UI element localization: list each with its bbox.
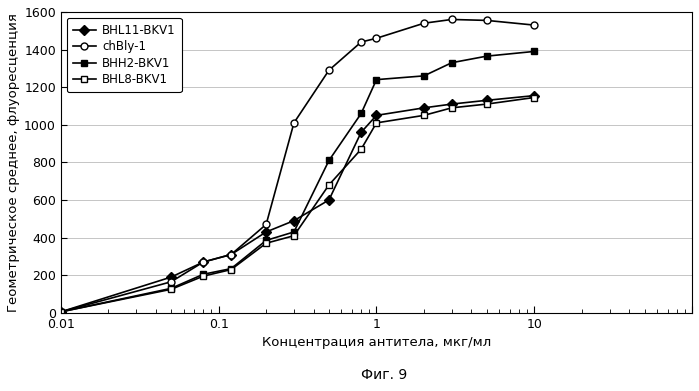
BHL11-BKV1 <box>530 93 538 98</box>
BHL8-BKV1 <box>167 287 175 292</box>
BHL8-BKV1 <box>373 120 381 125</box>
BHL11-BKV1 <box>227 252 236 257</box>
BHH2-BKV1 <box>530 49 538 54</box>
BHH2-BKV1 <box>262 238 271 243</box>
BHL8-BKV1 <box>227 267 236 272</box>
chBly-1 <box>167 280 175 284</box>
X-axis label: Концентрация антитела, мкг/мл: Концентрация антитела, мкг/мл <box>262 336 491 349</box>
BHL8-BKV1 <box>325 183 333 187</box>
BHL11-BKV1 <box>167 275 175 280</box>
chBly-1 <box>290 120 298 125</box>
BHH2-BKV1 <box>325 158 333 163</box>
BHH2-BKV1 <box>482 54 491 59</box>
BHL8-BKV1 <box>482 102 491 106</box>
BHL8-BKV1 <box>262 241 271 246</box>
Y-axis label: Геометрическое среднее, флуоресценция: Геометрическое среднее, флуоресценция <box>7 13 20 312</box>
chBly-1 <box>373 36 381 41</box>
BHH2-BKV1 <box>357 111 366 116</box>
chBly-1 <box>530 23 538 27</box>
BHL8-BKV1 <box>290 233 298 238</box>
BHH2-BKV1 <box>199 272 208 276</box>
BHH2-BKV1 <box>57 310 65 314</box>
BHL11-BKV1 <box>373 113 381 118</box>
chBly-1 <box>357 39 366 44</box>
BHL8-BKV1 <box>57 310 65 314</box>
chBly-1 <box>325 68 333 73</box>
Legend: BHL11-BKV1, chBly-1, BHH2-BKV1, BHL8-BKV1: BHL11-BKV1, chBly-1, BHH2-BKV1, BHL8-BKV… <box>66 18 182 92</box>
BHL8-BKV1 <box>420 113 428 118</box>
BHL11-BKV1 <box>325 197 333 202</box>
BHL11-BKV1 <box>420 106 428 110</box>
BHH2-BKV1 <box>290 230 298 234</box>
chBly-1 <box>420 21 428 25</box>
Line: BHL11-BKV1: BHL11-BKV1 <box>57 92 538 315</box>
chBly-1 <box>57 310 65 314</box>
BHL8-BKV1 <box>530 95 538 100</box>
chBly-1 <box>227 252 236 257</box>
BHL11-BKV1 <box>199 260 208 264</box>
chBly-1 <box>447 17 456 22</box>
Line: chBly-1: chBly-1 <box>57 16 538 315</box>
BHL8-BKV1 <box>199 274 208 278</box>
Line: BHH2-BKV1: BHH2-BKV1 <box>57 48 538 315</box>
BHL11-BKV1 <box>447 102 456 106</box>
BHL11-BKV1 <box>357 130 366 135</box>
BHL8-BKV1 <box>447 106 456 110</box>
BHL11-BKV1 <box>482 98 491 103</box>
chBly-1 <box>199 260 208 264</box>
BHH2-BKV1 <box>227 266 236 271</box>
BHL8-BKV1 <box>357 147 366 152</box>
Text: Фиг. 9: Фиг. 9 <box>361 368 408 382</box>
chBly-1 <box>262 222 271 227</box>
BHH2-BKV1 <box>447 60 456 65</box>
BHH2-BKV1 <box>420 74 428 78</box>
BHH2-BKV1 <box>167 286 175 291</box>
chBly-1 <box>482 18 491 23</box>
BHL11-BKV1 <box>57 310 65 314</box>
BHL11-BKV1 <box>290 218 298 223</box>
BHH2-BKV1 <box>373 77 381 82</box>
Line: BHL8-BKV1: BHL8-BKV1 <box>57 94 538 315</box>
BHL11-BKV1 <box>262 230 271 234</box>
